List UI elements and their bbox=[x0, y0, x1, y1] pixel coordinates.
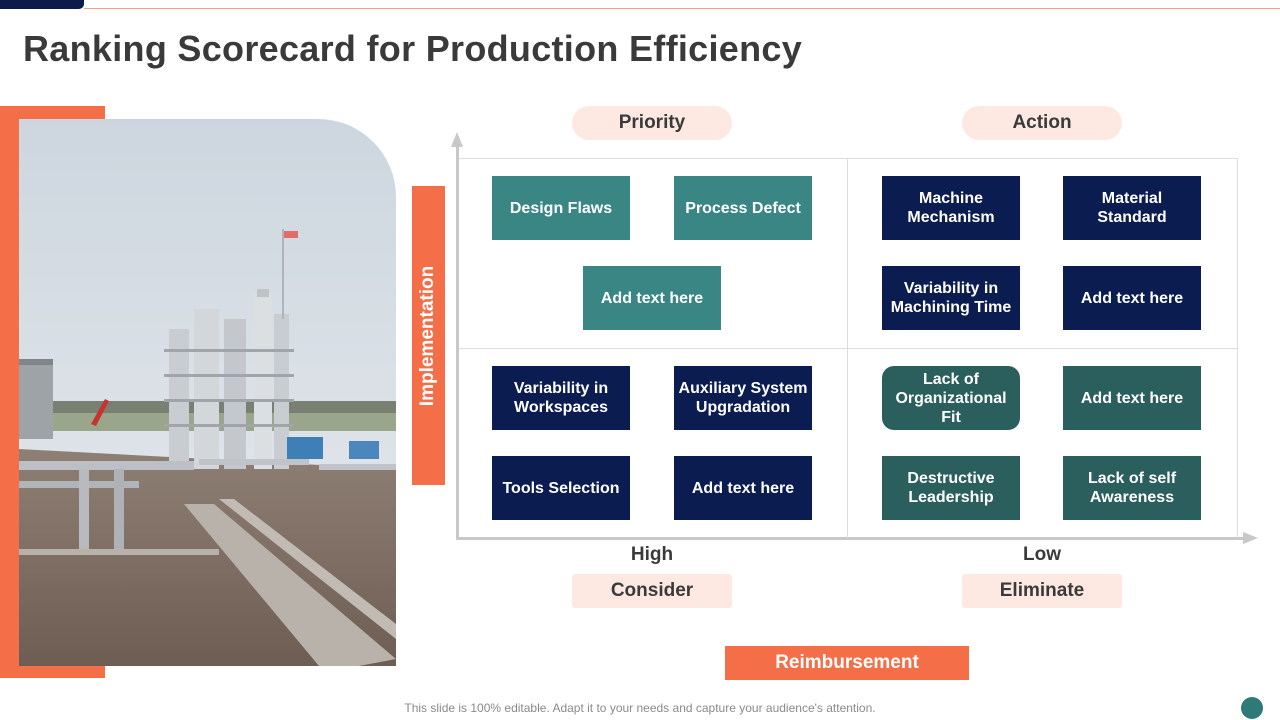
x-axis-arrow-icon bbox=[1243, 532, 1258, 544]
reimbursement-axis-label: Reimbursement bbox=[725, 646, 969, 680]
eliminate-card[interactable]: Destructive Leadership bbox=[882, 456, 1020, 520]
top-divider-line bbox=[84, 8, 1280, 9]
implementation-axis-label: Implementation bbox=[412, 186, 445, 485]
action-card[interactable]: Add text here bbox=[1063, 266, 1201, 330]
eliminate-label: Eliminate bbox=[962, 574, 1122, 608]
action-card[interactable]: Machine Mechanism bbox=[882, 176, 1020, 240]
action-card[interactable]: Material Standard bbox=[1063, 176, 1201, 240]
consider-label: Consider bbox=[572, 574, 732, 608]
eliminate-card[interactable]: Lack of self Awareness bbox=[1063, 456, 1201, 520]
eliminate-card[interactable]: Lack of Organizational Fit bbox=[882, 366, 1020, 430]
footer-note: This slide is 100% editable. Adapt it to… bbox=[404, 701, 876, 715]
action-label: Action bbox=[962, 106, 1122, 140]
x-low-label: Low bbox=[1023, 544, 1061, 565]
consider-card[interactable]: Auxiliary System Upgradation bbox=[674, 366, 812, 430]
industrial-plant-photo bbox=[19, 119, 396, 666]
consider-card[interactable]: Variability in Workspaces bbox=[492, 366, 630, 430]
corner-dot-icon bbox=[1241, 697, 1263, 719]
priority-card[interactable]: Design Flaws bbox=[492, 176, 630, 240]
priority-card[interactable]: Add text here bbox=[583, 266, 721, 330]
y-axis-line bbox=[456, 144, 459, 540]
consider-card[interactable]: Tools Selection bbox=[492, 456, 630, 520]
top-accent-bar bbox=[0, 0, 84, 9]
eliminate-card[interactable]: Add text here bbox=[1063, 366, 1201, 430]
priority-label: Priority bbox=[572, 106, 732, 140]
action-card[interactable]: Variability in Machining Time bbox=[882, 266, 1020, 330]
quadrant-divider-horizontal bbox=[459, 348, 1238, 349]
slide-title: Ranking Scorecard for Production Efficie… bbox=[23, 28, 803, 69]
x-high-label: High bbox=[630, 544, 674, 565]
x-axis-line bbox=[456, 537, 1246, 540]
y-axis-arrow-icon bbox=[451, 132, 463, 147]
consider-card[interactable]: Add text here bbox=[674, 456, 812, 520]
implementation-label-text: Implementation bbox=[417, 265, 439, 406]
priority-card[interactable]: Process Defect bbox=[674, 176, 812, 240]
